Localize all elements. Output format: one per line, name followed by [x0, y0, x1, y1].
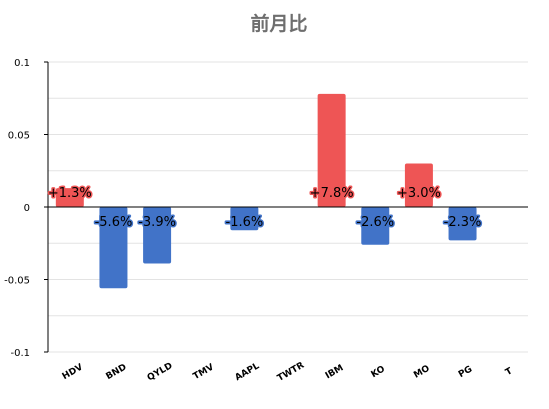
data-label-qyld: -3.9% [138, 215, 176, 230]
x-tick-label-qyld: QYLD [146, 361, 175, 383]
axes [44, 61, 528, 353]
x-tick-label-t: T [504, 366, 515, 378]
data-label-hdv: +1.3% [48, 186, 92, 201]
data-label-ko: -2.6% [356, 215, 394, 230]
y-tick-label: 0 [24, 203, 30, 214]
x-tick-label-mo: MO [412, 364, 432, 381]
data-label-pg: -2.3% [444, 215, 482, 230]
y-tick-label: 0.1 [14, 58, 30, 69]
data-label-mo: +3.0% [397, 186, 441, 201]
x-tick-label-bnd: BND [104, 362, 128, 382]
x-tick-label-ko: KO [370, 364, 388, 380]
y-tick-label: -0.05 [4, 276, 30, 287]
data-labels: +1.3%-5.6% -3.9% -1.6% +7.8%-2.6%+3.0%-2.3% [46, 185, 483, 232]
bar-bnd [99, 207, 128, 289]
bar-ibm [317, 93, 346, 207]
bars [55, 93, 477, 289]
x-tick-label-twtr: TWTR [276, 361, 306, 384]
y-tick-label: -0.1 [10, 348, 30, 359]
bar-aapl [230, 207, 259, 231]
chart-title: 前月比 [250, 12, 307, 35]
y-tick-label: 0.05 [8, 131, 30, 142]
x-tick-label-hdv: HDV [61, 362, 85, 382]
bar-qyld [143, 207, 172, 264]
bar-mo [404, 163, 433, 207]
x-tick-label-pg: PG [457, 364, 474, 380]
data-label-ibm: +7.8% [310, 186, 354, 201]
x-tick-label-aapl: AAPL [233, 361, 261, 383]
bar-pg [448, 207, 477, 241]
data-label-bnd: -5.6% [95, 215, 133, 230]
bar-hdv [55, 188, 84, 207]
x-tick-label-ibm: IBM [324, 363, 346, 381]
data-label-aapl: -1.6% [226, 215, 264, 230]
x-tick-label-tmv: TMV [192, 362, 216, 382]
bar-ko [361, 207, 390, 245]
